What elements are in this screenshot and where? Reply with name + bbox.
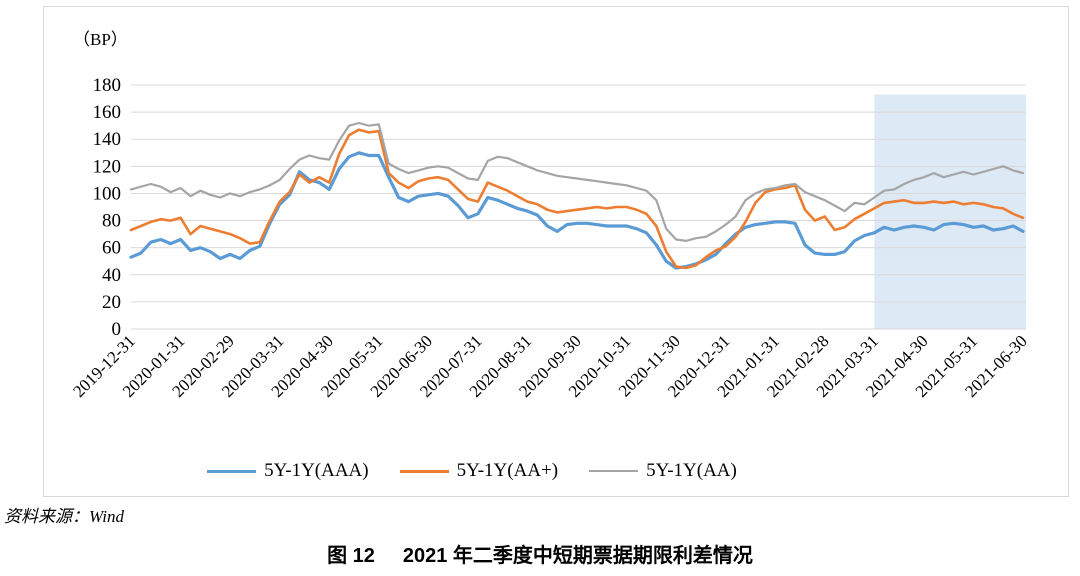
source-note: 资料来源：Wind bbox=[4, 507, 124, 526]
legend-item-5Y-1Y(AAA): 5Y-1Y(AAA) bbox=[207, 460, 369, 482]
y-tick-label: 100 bbox=[93, 183, 122, 204]
series-line-5Y-1Y(AA+) bbox=[129, 128, 1025, 270]
y-tick-label: 140 bbox=[93, 129, 122, 150]
figure-title: 2021 年二季度中短期票据期限利差情况 bbox=[402, 545, 753, 567]
legend-item-5Y-1Y(AA): 5Y-1Y(AA) bbox=[589, 460, 737, 482]
legend-item-5Y-1Y(AA+): 5Y-1Y(AA+) bbox=[399, 460, 559, 482]
legend-line-sample bbox=[399, 469, 449, 473]
figure-number: 图 12 bbox=[327, 545, 375, 567]
line-chart-svg: 0204060801001201401601802019-12-312020-0… bbox=[69, 75, 1031, 401]
y-tick-label: 0 bbox=[112, 319, 122, 340]
legend-series-label: 5Y-1Y(AA) bbox=[646, 460, 737, 481]
y-tick-label: 20 bbox=[102, 292, 121, 313]
figure-caption: 图 12 2021 年二季度中短期票据期限利差情况 bbox=[0, 539, 1080, 568]
y-tick-label: 40 bbox=[102, 265, 121, 286]
legend-series-label: 5Y-1Y(AAA) bbox=[264, 460, 369, 481]
legend-series-label: 5Y-1Y(AA+) bbox=[456, 460, 559, 481]
chart-area: 0 20 40 60 80 100 120 140 160 180 2019-12-31 2020-0… bbox=[43, 6, 1069, 497]
y-tick-label: 160 bbox=[93, 102, 122, 123]
chart-legend: 5Y-1Y(AAA) 5Y-1Y(AA+) 5Y-1Y(AA) bbox=[44, 460, 900, 482]
series-line-5Y-1Y(AA) bbox=[129, 121, 1025, 242]
legend-line-sample bbox=[207, 469, 257, 473]
highlight-region-q2-2021 bbox=[874, 94, 1026, 329]
legend-line-sample bbox=[589, 470, 639, 472]
y-axis-unit-label: （BP） bbox=[73, 30, 128, 49]
y-tick-label: 80 bbox=[102, 211, 121, 232]
y-tick-label: 120 bbox=[93, 156, 122, 177]
y-tick-label: 180 bbox=[93, 75, 122, 96]
y-tick-label: 60 bbox=[102, 238, 121, 259]
